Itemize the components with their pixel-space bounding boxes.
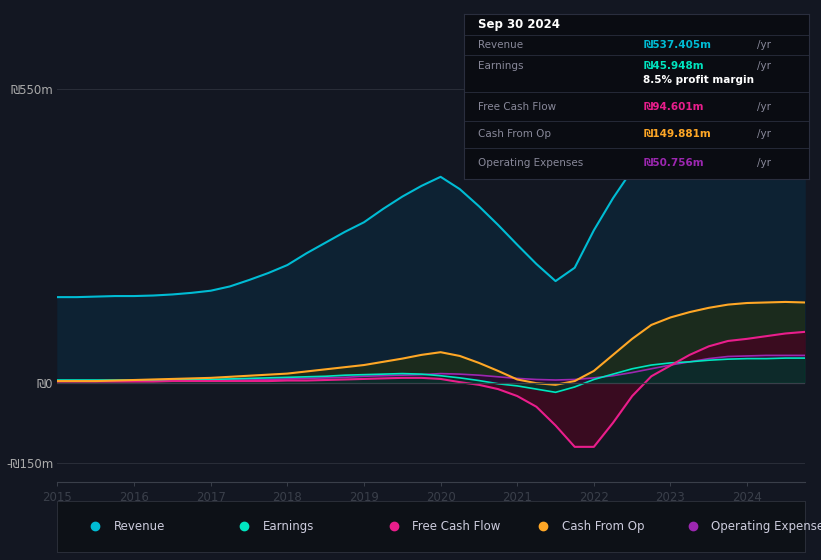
Text: ₪537.405m: ₪537.405m	[643, 40, 711, 50]
Text: Free Cash Flow: Free Cash Flow	[478, 102, 556, 112]
Text: Free Cash Flow: Free Cash Flow	[412, 520, 501, 533]
Text: /yr: /yr	[757, 129, 771, 139]
Text: Operating Expenses: Operating Expenses	[711, 520, 821, 533]
Text: Cash From Op: Cash From Op	[478, 129, 551, 139]
Text: Revenue: Revenue	[113, 520, 165, 533]
Text: /yr: /yr	[757, 158, 771, 167]
Text: Sep 30 2024: Sep 30 2024	[478, 18, 560, 31]
Text: ₪149.881m: ₪149.881m	[643, 129, 711, 139]
Text: ₪45.948m: ₪45.948m	[643, 60, 704, 71]
Text: ₪94.601m: ₪94.601m	[643, 102, 704, 112]
Text: Revenue: Revenue	[478, 40, 523, 50]
Text: /yr: /yr	[757, 60, 771, 71]
Text: Operating Expenses: Operating Expenses	[478, 158, 583, 167]
Text: /yr: /yr	[757, 102, 771, 112]
Text: ₪50.756m: ₪50.756m	[643, 158, 704, 167]
Text: Earnings: Earnings	[478, 60, 523, 71]
Text: /yr: /yr	[757, 40, 771, 50]
Text: 8.5% profit margin: 8.5% profit margin	[643, 75, 754, 85]
Text: Earnings: Earnings	[263, 520, 314, 533]
Text: Cash From Op: Cash From Op	[562, 520, 644, 533]
